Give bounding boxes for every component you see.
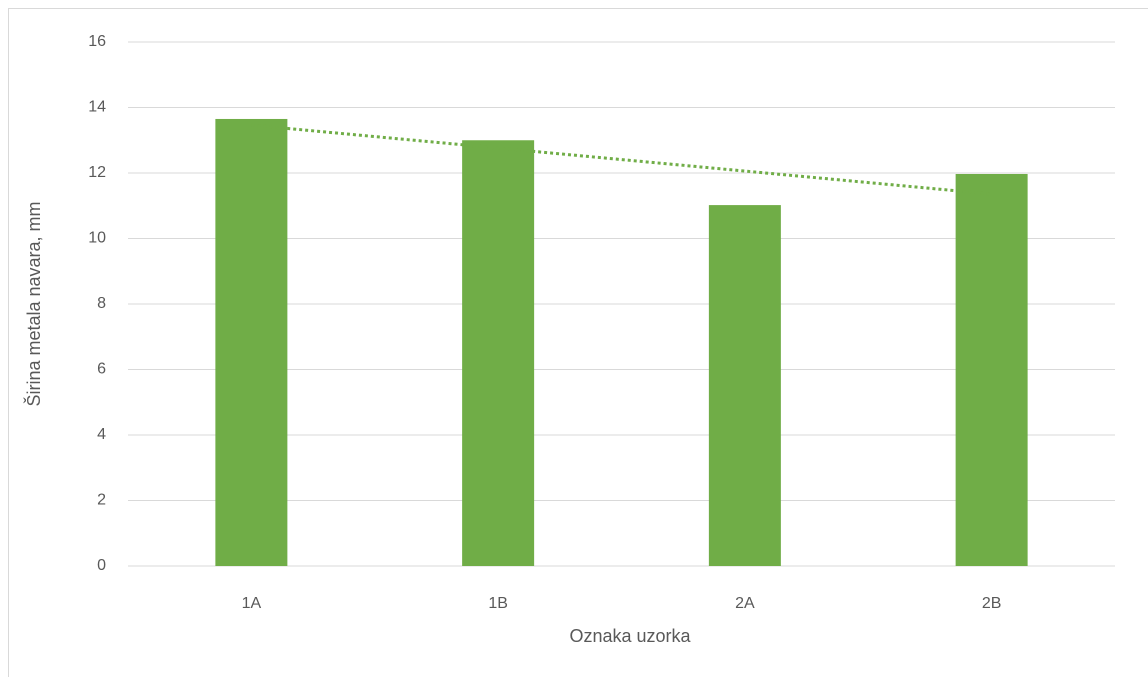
x-tick-label: 2B	[982, 595, 1002, 612]
x-tick-label: 1A	[242, 595, 262, 612]
bar	[708, 205, 781, 566]
y-tick-label: 12	[88, 164, 106, 181]
bar	[955, 173, 1028, 567]
x-tick-label: 1B	[488, 595, 508, 612]
y-axis-label: Širina metala navara, mm	[23, 201, 44, 406]
y-tick-label: 0	[97, 557, 106, 574]
y-tick-label: 10	[88, 230, 106, 247]
chart-border	[8, 8, 1148, 677]
x-tick-label: 2A	[735, 595, 755, 612]
y-tick-label: 8	[97, 295, 106, 312]
y-tick-label: 14	[88, 99, 106, 116]
bar	[462, 140, 535, 566]
y-tick-label: 6	[97, 361, 106, 378]
x-axis-label: Oznaka uzorka	[569, 626, 691, 646]
y-tick-label: 4	[97, 426, 106, 443]
y-tick-label: 2	[97, 492, 106, 509]
y-tick-label: 16	[88, 33, 106, 50]
bar	[215, 118, 288, 567]
trendline	[251, 123, 992, 196]
